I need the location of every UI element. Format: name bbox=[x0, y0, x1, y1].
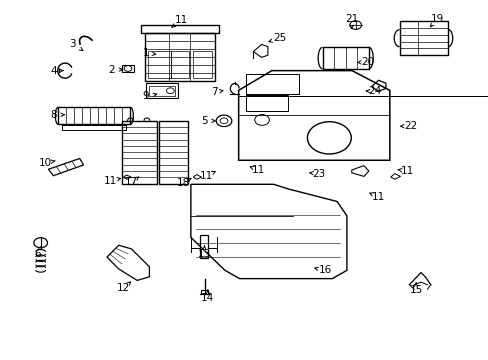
Text: 21: 21 bbox=[345, 14, 358, 24]
Bar bbox=[122, 64, 134, 72]
Text: 8: 8 bbox=[50, 110, 57, 120]
Bar bbox=[171, 51, 189, 78]
Text: 11: 11 bbox=[103, 176, 117, 186]
Text: 24: 24 bbox=[368, 86, 381, 96]
Text: 11: 11 bbox=[371, 192, 385, 202]
Bar bbox=[192, 51, 211, 78]
Bar bbox=[399, 21, 447, 55]
Text: 11: 11 bbox=[401, 166, 414, 176]
Bar bbox=[141, 25, 219, 33]
Text: 15: 15 bbox=[408, 285, 422, 296]
Text: 19: 19 bbox=[429, 14, 443, 24]
Bar bbox=[144, 33, 215, 81]
Text: 25: 25 bbox=[272, 33, 285, 43]
Bar bbox=[200, 290, 208, 294]
Text: 10: 10 bbox=[39, 158, 52, 168]
Text: 9: 9 bbox=[142, 91, 149, 102]
Text: 11: 11 bbox=[251, 165, 264, 175]
Text: 4: 4 bbox=[50, 66, 57, 76]
Bar bbox=[245, 74, 298, 94]
Text: 11: 11 bbox=[200, 171, 213, 181]
Text: 1: 1 bbox=[142, 48, 149, 58]
Bar bbox=[149, 86, 174, 96]
Text: 7: 7 bbox=[210, 87, 217, 97]
Bar bbox=[58, 107, 130, 125]
Text: 6: 6 bbox=[34, 248, 41, 258]
Bar bbox=[199, 235, 208, 258]
Bar bbox=[148, 51, 171, 78]
Text: 2: 2 bbox=[108, 64, 115, 75]
Text: 14: 14 bbox=[201, 293, 214, 303]
Text: 12: 12 bbox=[117, 283, 130, 293]
Text: 11: 11 bbox=[174, 15, 187, 26]
Bar bbox=[62, 125, 126, 130]
Text: 16: 16 bbox=[318, 265, 331, 275]
Text: 17: 17 bbox=[124, 177, 138, 187]
Bar bbox=[159, 121, 188, 184]
Text: 18: 18 bbox=[177, 178, 190, 188]
Text: 23: 23 bbox=[311, 168, 325, 179]
Text: 5: 5 bbox=[201, 116, 207, 126]
Text: 22: 22 bbox=[404, 121, 417, 131]
Bar bbox=[322, 47, 368, 69]
Text: 13: 13 bbox=[198, 248, 211, 258]
Text: 3: 3 bbox=[69, 39, 76, 49]
Bar bbox=[245, 95, 288, 111]
Bar bbox=[146, 83, 177, 98]
Bar bbox=[122, 121, 157, 184]
Text: 20: 20 bbox=[360, 57, 373, 67]
